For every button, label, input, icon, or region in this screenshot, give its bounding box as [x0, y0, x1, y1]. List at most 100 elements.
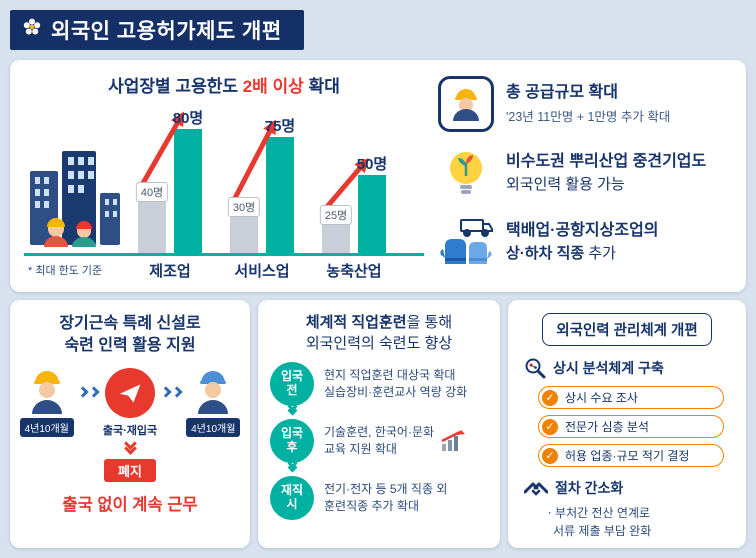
step-badge-line1: 입국: [280, 426, 304, 441]
card-title-line2: 외국인력의 숙련도 향상: [305, 335, 453, 352]
duration-badge-left: 4년10개월: [19, 418, 74, 438]
bar-group: 25명 50명: [312, 103, 396, 253]
bar-groups: 40명 80명 30명 75명 25명 50명: [128, 103, 396, 253]
buildings-workers-illustration: [30, 151, 120, 247]
analysis-pill: ✓ 전문가 심층 분석: [538, 415, 724, 438]
check-icon: ✓: [542, 389, 558, 406]
card-title: 외국인력 관리체계 개편: [542, 313, 712, 346]
bar-value-before: 30명: [227, 197, 261, 217]
step-badge: 재직 시: [270, 476, 314, 520]
worker-left: 4년10개월: [19, 368, 74, 438]
category-label: 농축산업: [326, 263, 382, 280]
step-text-line2: 실습장비·훈련교사 역량 강화: [324, 385, 468, 399]
chart-title: 사업장별 고용한도 2배 이상 확대: [24, 72, 424, 97]
analysis-pill-list: ✓ 상시 수요 조사 ✓ 전문가 심층 분석 ✓ 허용 업종·규모 적기 결정: [538, 386, 746, 467]
card-title-wrap: 외국인력 관리체계 개편: [508, 313, 746, 346]
step-text-wrap: 기술훈련, 한국어·문화 교육 지원 확대: [324, 424, 466, 459]
analysis-section-header: 상시 분석체계 구축: [524, 357, 746, 379]
training-card: 체계적 직업훈련을 통해 외국인력의 숙련도 향상 입국 전 현지 직업훈련 대…: [258, 300, 500, 548]
chevrons-right-icon: [77, 386, 100, 398]
gloves-truck-icon: [438, 214, 494, 270]
bar-value-after: 75명: [264, 118, 296, 135]
reentry-label: 출국·재입국: [102, 425, 158, 438]
page-title-banner: 외국인 고용허가제도 개편: [10, 10, 304, 50]
handshake-icon: [524, 482, 548, 496]
card-title-line2: 숙련 인력 활용 지원: [64, 336, 196, 354]
process-section-title: 절차 간소화: [555, 480, 624, 496]
pill-label: 전문가 심층 분석: [565, 420, 649, 434]
benefit-text: 총 공급규모 확대 '23년 11만명 + 1만명 추가 확대: [506, 83, 670, 125]
analysis-pill: ✓ 상시 수요 조사: [538, 386, 724, 409]
departure-column: 출국·재입국: [103, 368, 157, 438]
bar-before: 40명: [135, 182, 169, 253]
card-title-emphasis: 체계적 직업훈련: [305, 314, 407, 331]
chart-baseline: [24, 253, 424, 256]
training-step-after: 입국 후 기술훈련, 한국어·문화 교육 지원 확대: [270, 419, 500, 463]
card-title-line1: 체계적 직업훈련을 통해: [258, 312, 500, 333]
step-text-line1: 현지 직업훈련 대상국 확대: [324, 367, 456, 382]
bar-value-after: 50명: [356, 156, 388, 173]
step-badge-line1: 재직: [280, 483, 304, 498]
benefit-desc-emphasis: 상·하차 직종: [506, 245, 585, 263]
bar-after: 75명: [265, 118, 295, 253]
benefit-desc: 외국인력 활용 가능: [506, 176, 625, 194]
card-title-line1: 장기근속 특례 신설로: [59, 315, 201, 332]
process-desc-line2: 서류 제출 부담 완화: [553, 524, 652, 538]
step-text-line2: 교육 지원 확대: [324, 442, 397, 456]
card-title: 체계적 직업훈련을 통해 외국인력의 숙련도 향상: [258, 312, 500, 354]
step-text: 전기·전자 등 5개 직종 외 훈련직종 추가 확대: [324, 481, 447, 516]
pill-label: 허용 업종·규모 적기 결정: [565, 449, 690, 463]
benefit-text: 택배업·공항지상조업의 상·하차 직종 추가: [506, 221, 659, 264]
analysis-pill: ✓ 허용 업종·규모 적기 결정: [538, 444, 724, 467]
step-text-line2: 훈련직종 추가 확대: [324, 499, 419, 513]
benefit-item-logistics: 택배업·공항지상조업의 상·하차 직종 추가: [438, 214, 738, 270]
process-section-header: 절차 간소화: [524, 478, 746, 498]
page-title: 외국인 고용허가제도 개편: [51, 20, 282, 43]
step-badge-line2: 시: [286, 497, 298, 511]
chart-categories: 제조업 서비스업 농축산업: [128, 260, 396, 281]
conclusion-text: 출국 없이 계속 근무: [62, 496, 198, 515]
chart-title-prefix: 사업장별 고용한도: [108, 77, 243, 96]
bar-value-before: 25명: [319, 205, 353, 225]
worker-icon: [198, 371, 229, 415]
bar-after: 50명: [357, 156, 387, 253]
lightbulb-icon: [438, 145, 494, 201]
reentry-illustration: 4년10개월 출국·재입국: [19, 368, 241, 438]
growth-chart-icon: [441, 430, 466, 451]
training-step-before: 입국 전 현지 직업훈련 대상국 확대 실습장비·훈련교사 역량 강화: [270, 362, 500, 406]
management-card: 외국인력 관리체계 개편 상시 분석체계 구축 ✓ 상시 수요 조사 ✓ 전문가…: [508, 300, 746, 548]
check-icon: ✓: [542, 418, 558, 435]
benefit-desc: '23년 11만명 + 1만명 추가 확대: [506, 109, 671, 124]
step-badge-line2: 전: [286, 383, 298, 397]
bar-value-before: 40명: [135, 182, 169, 202]
card-title: 장기근속 특례 신설로 숙련 인력 활용 지원: [59, 313, 200, 356]
chart-title-suffix: 확대: [303, 77, 340, 96]
chevrons-right-icon: [160, 386, 183, 398]
bar-value-after: 80명: [172, 110, 204, 127]
benefit-desc: 상·하차 직종 추가: [506, 242, 659, 263]
step-badge-line2: 후: [286, 440, 298, 454]
airplane-icon: [104, 368, 155, 419]
step-badge: 입국 후: [270, 419, 314, 463]
training-step-employed: 재직 시 전기·전자 등 5개 직종 외 훈련직종 추가 확대: [270, 476, 500, 520]
magnifier-icon: [525, 358, 546, 379]
abolish-badge: 폐지: [104, 459, 156, 483]
step-badge-line1: 입국: [280, 369, 304, 384]
government-emblem-icon: [22, 17, 42, 43]
benefit-title: 택배업·공항지상조업의: [506, 221, 659, 239]
step-text: 현지 직업훈련 대상국 확대 실습장비·훈련교사 역량 강화: [324, 367, 467, 402]
chart-title-emphasis: 2배 이상: [242, 77, 304, 96]
training-steps: 입국 전 현지 직업훈련 대상국 확대 실습장비·훈련교사 역량 강화 입국 후: [258, 362, 500, 520]
card-title-rest: 을 통해: [406, 314, 453, 331]
bar-before: 30명: [227, 197, 261, 253]
bar-group: 30명 75명: [220, 103, 304, 253]
analysis-section-title: 상시 분석체계 구축: [553, 360, 664, 376]
benefit-title: 비수도권 뿌리산업 중견기업도: [506, 152, 707, 170]
check-icon: ✓: [542, 447, 558, 464]
worker-right: 4년10개월: [186, 368, 241, 438]
category-label: 서비스업: [234, 263, 290, 280]
benefit-desc-rest: 추가: [584, 245, 616, 263]
benefit-item-regional: 비수도권 뿌리산업 중견기업도 외국인력 활용 가능: [438, 145, 738, 201]
top-section-card: 사업장별 고용한도 2배 이상 확대 40명 80명 30명 75명 25명 5: [10, 60, 746, 292]
